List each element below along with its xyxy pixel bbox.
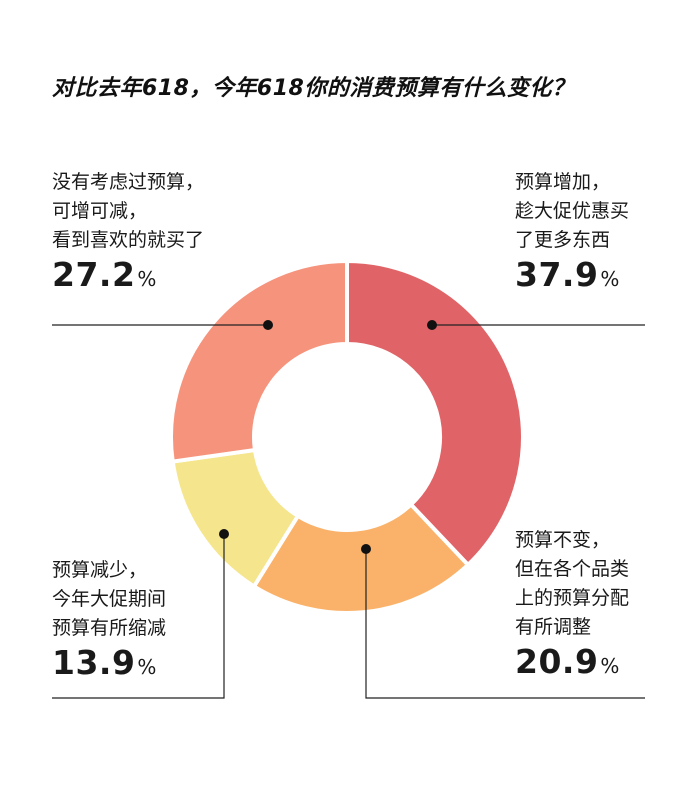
leader-dot-unplanned xyxy=(263,320,273,330)
label-line: 今年大促期间 xyxy=(52,588,167,610)
label-unplanned: 没有考虑过预算， 可增可减， 看到喜欢的就买了 27.2% xyxy=(52,168,204,298)
label-line: 没有考虑过预算， xyxy=(52,171,205,193)
value-increase: 37.9 xyxy=(515,255,599,294)
leader-dot-same xyxy=(361,544,371,554)
unit-label: % xyxy=(137,655,157,679)
label-line: 可增可减， xyxy=(52,200,148,222)
slice-increase xyxy=(345,258,525,568)
leader-line-decrease xyxy=(52,534,225,699)
leader-dot-decrease xyxy=(219,529,229,539)
unit-label: % xyxy=(137,267,157,291)
slice-same xyxy=(251,501,471,615)
leader-dot-increase xyxy=(427,320,437,330)
label-line: 了更多东西 xyxy=(515,229,611,251)
label-line: 趁大促优惠买 xyxy=(515,200,630,222)
label-line: 预算不变， xyxy=(515,529,611,551)
label-increase: 预算增加， 趁大促优惠买 了更多东西 37.9% xyxy=(515,168,629,298)
label-line: 看到喜欢的就买了 xyxy=(52,229,205,251)
label-line: 但在各个品类 xyxy=(515,558,630,580)
value-decrease: 13.9 xyxy=(52,643,136,682)
leader-line-same xyxy=(365,549,645,699)
label-same: 预算不变， 但在各个品类 上的预算分配 有所调整 20.9% xyxy=(515,526,629,685)
label-line: 预算有所缩减 xyxy=(52,617,167,639)
chart-title: 对比去年618，今年618你的消费预算有什么变化？ xyxy=(52,76,575,101)
unit-label: % xyxy=(600,654,620,678)
value-unplanned: 27.2 xyxy=(52,255,136,294)
label-line: 上的预算分配 xyxy=(515,587,630,609)
value-same: 20.9 xyxy=(515,642,599,681)
label-line: 预算减少， xyxy=(52,559,148,581)
label-decrease: 预算减少， 今年大促期间 预算有所缩减 13.9% xyxy=(52,556,166,686)
label-line: 预算增加， xyxy=(515,171,611,193)
slice-unplanned xyxy=(169,258,349,464)
label-line: 有所调整 xyxy=(515,616,592,638)
unit-label: % xyxy=(600,267,620,291)
